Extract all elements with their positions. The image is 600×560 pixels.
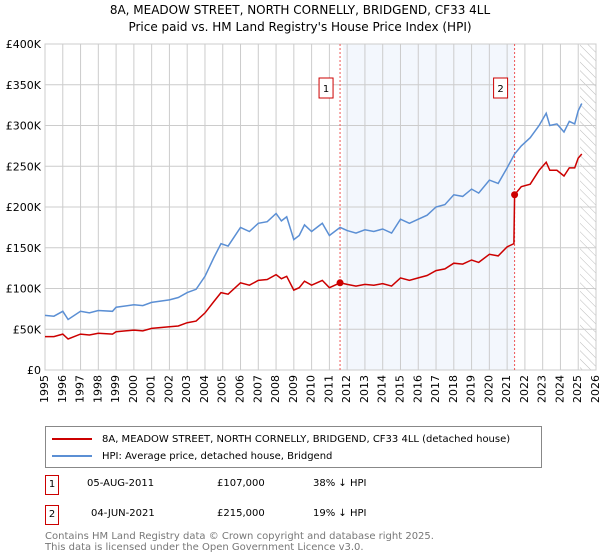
y-tick-label: £350K	[6, 79, 42, 92]
legend-item-hpi: HPI: Average price, detached house, Brid…	[52, 449, 332, 463]
y-tick-label: £150K	[6, 242, 42, 255]
x-tick-label: 2005	[216, 375, 229, 403]
y-tick-label: £100K	[6, 283, 42, 296]
marker-label: 1	[323, 84, 329, 95]
hpi-line	[44, 103, 583, 321]
y-tick-label: £200K	[6, 201, 42, 214]
chart-title: 8A, MEADOW STREET, NORTH CORNELLY, BRIDG…	[109, 3, 491, 17]
x-tick-label: 2026	[589, 375, 600, 403]
chart-subtitle: Price paid vs. HM Land Registry's House …	[128, 20, 472, 34]
x-tick-label: 2020	[482, 375, 495, 403]
x-tick-label: 2012	[340, 375, 353, 403]
legend-label-hpi: HPI: Average price, detached house, Brid…	[102, 450, 333, 462]
x-tick-label: 2025	[571, 375, 584, 403]
x-tick-label: 2021	[500, 375, 513, 403]
x-tick-label: 2016	[411, 375, 424, 403]
marker-badge: 2	[45, 505, 59, 525]
red-line-swatch	[52, 438, 92, 440]
blue-line-swatch	[52, 455, 92, 457]
x-tick-label: 1999	[109, 375, 122, 403]
marker-badge: 1	[45, 475, 59, 495]
x-tick-label: 2002	[162, 375, 175, 403]
x-tick-label: 1996	[56, 375, 69, 403]
x-tick-label: 2011	[322, 375, 335, 403]
x-tick-label: 2018	[447, 375, 460, 403]
x-tick-label: 2001	[145, 375, 158, 403]
y-tick-label: £250K	[6, 160, 42, 173]
transaction-date: 05-AUG-2011	[87, 478, 155, 489]
transaction-hpi-diff: 19% ↓ HPI	[313, 508, 367, 519]
sale-point	[336, 279, 344, 287]
marker-badge	[493, 77, 509, 99]
transaction-price: £215,000	[217, 508, 265, 519]
legend-label-property: 8A, MEADOW STREET, NORTH CORNELLY, BRIDG…	[102, 433, 511, 445]
x-tick-label: 2013	[358, 375, 371, 403]
x-tick-label: 2009	[287, 375, 300, 403]
x-tick-label: 2000	[127, 375, 140, 403]
marker-badge	[318, 77, 334, 99]
x-tick-label: 1995	[38, 375, 51, 403]
x-tick-label: 2008	[269, 375, 282, 403]
x-tick-label: 2017	[429, 375, 442, 403]
x-tick-label: 2004	[198, 375, 211, 403]
x-tick-label: 2014	[376, 375, 389, 403]
x-tick-label: 2015	[393, 375, 406, 403]
plot-border	[44, 43, 597, 371]
marker-label: 2	[497, 84, 503, 95]
x-tick-label: 2006	[234, 375, 247, 403]
y-tick-label: £300K	[6, 120, 42, 133]
legend-item-property: 8A, MEADOW STREET, NORTH CORNELLY, BRIDG…	[52, 432, 510, 446]
x-tick-label: 2022	[518, 375, 531, 403]
x-tick-label: 2010	[305, 375, 318, 403]
footer-copyright: Contains HM Land Registry data © Crown c…	[45, 531, 434, 542]
transaction-hpi-diff: 38% ↓ HPI	[313, 478, 367, 489]
transaction-price: £107,000	[217, 478, 265, 489]
y-tick-label: £0	[27, 364, 41, 377]
x-tick-label: 2024	[553, 375, 566, 403]
x-tick-label: 2003	[180, 375, 193, 403]
transaction-date: 04-JUN-2021	[91, 508, 155, 519]
x-tick-label: 1998	[91, 375, 104, 403]
y-tick-label: £400K	[6, 38, 42, 51]
x-tick-label: 2019	[465, 375, 478, 403]
price-chart: 1995 1996 1997 1998 1999 2000 2001 2002 2003 2004…	[6, 38, 600, 403]
x-tick-label: 2007	[251, 375, 264, 403]
sale-point	[511, 191, 519, 199]
legend: 8A, MEADOW STREET, NORTH CORNELLY, BRIDG…	[45, 426, 542, 468]
x-tick-label: 1997	[74, 375, 87, 403]
y-tick-label: £50K	[13, 323, 42, 336]
footer-licence: This data is licensed under the Open Gov…	[45, 542, 364, 553]
x-tick-label: 2023	[536, 375, 549, 403]
